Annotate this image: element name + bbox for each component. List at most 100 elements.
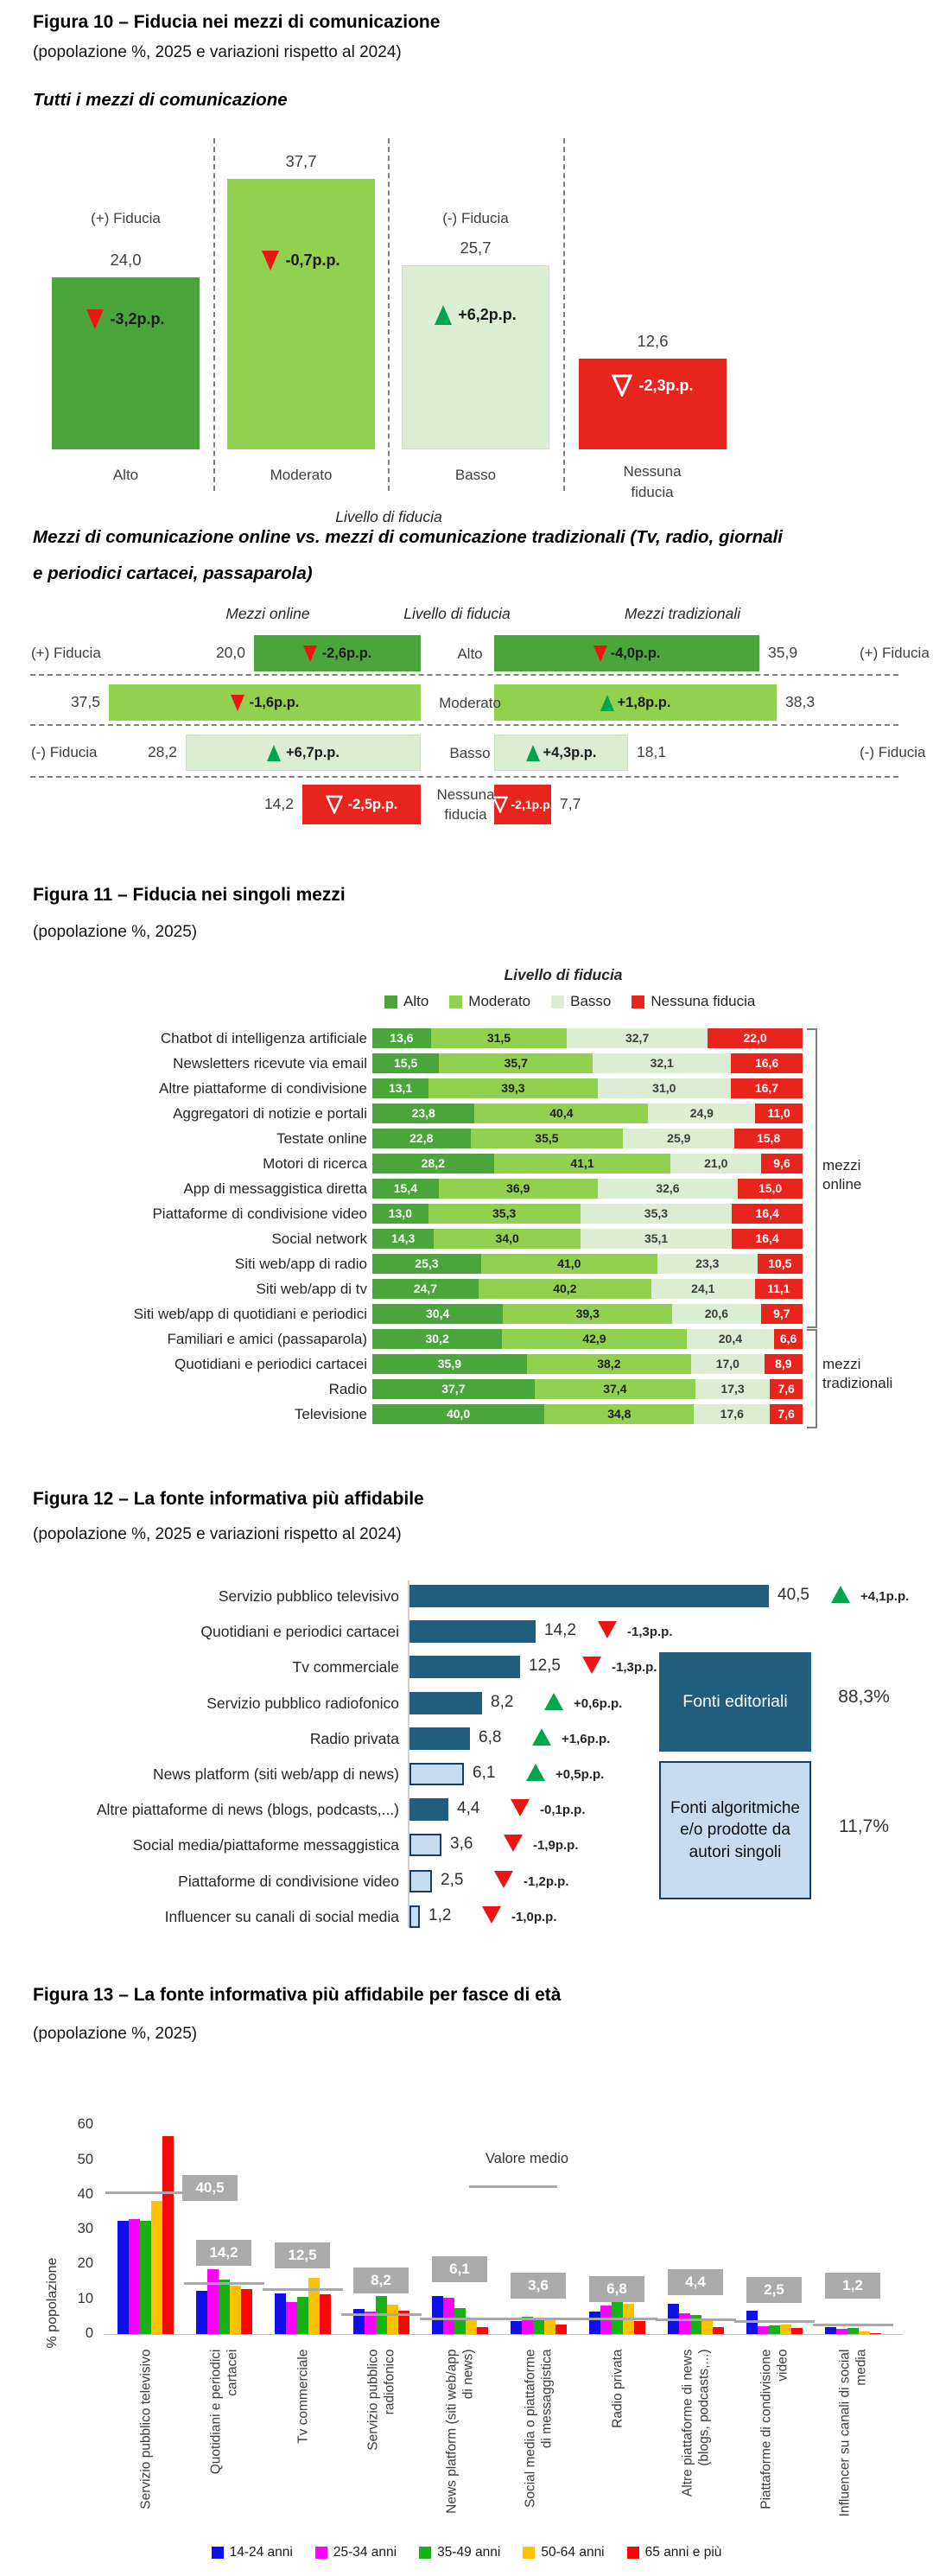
- bar-25-34 anni: [836, 2329, 847, 2334]
- row-label: Tv commerciale: [292, 1658, 400, 1676]
- segment-Nessuna fiducia: 10,5: [757, 1254, 803, 1274]
- decrease-triangle-icon: [511, 1799, 530, 1816]
- row-label: Influencer su canali di social media: [164, 1908, 399, 1925]
- stacked-bar: 35,9 38,2 17,0 8,9: [372, 1354, 803, 1374]
- bar-25-34 anni: [207, 2269, 219, 2334]
- segment-Alto: 22,8: [372, 1129, 471, 1148]
- online-media-group-label: mezzi online: [822, 1157, 862, 1193]
- bar-35-49 anni: [769, 2325, 780, 2334]
- segment-Alto: 35,9: [372, 1354, 527, 1374]
- legend-item: 65 anni e più: [626, 2545, 721, 2560]
- bar-25-34 anni: [365, 2312, 376, 2334]
- segment-Basso: 23,3: [657, 1254, 758, 1274]
- segment-Moderato: 35,5: [470, 1129, 624, 1148]
- row-label: Radio privata: [309, 1730, 399, 1747]
- change-value: +0,5p.p.: [555, 1767, 605, 1782]
- y-tick-label: 30: [77, 2221, 93, 2237]
- segment-Basso: 17,3: [695, 1379, 771, 1399]
- decrease-triangle-icon: [325, 795, 343, 814]
- change-value: -1,2p.p.: [524, 1874, 569, 1889]
- level-label: Alto: [457, 646, 483, 662]
- change-value: +1,8p.p.: [617, 694, 671, 710]
- segment-Alto: 37,7: [372, 1379, 535, 1399]
- change-value: -1,3p.p.: [612, 1660, 657, 1675]
- y-tick-label: 10: [77, 2290, 93, 2306]
- row-label: Siti web/app di radio: [234, 1256, 367, 1272]
- column-header-traditional: Mezzi tradizionali: [624, 605, 741, 622]
- segment-Moderato: 42,9: [502, 1329, 687, 1349]
- bar-value-label: 8,2: [491, 1693, 514, 1711]
- figure12-bar-chart: Servizio pubblico televisivo 40,5 +4,1p.p.…: [0, 1482, 933, 1979]
- row-label: Altre piattaforme di news (blogs, podcas…: [96, 1801, 399, 1818]
- legend-label: 35-49 anni: [437, 2545, 501, 2560]
- figure10-section2-title-line2: e periodici cartacei, passaparola): [33, 563, 313, 583]
- figure11-title: Figura 11 – Fiducia nei singoli mezzi: [33, 885, 346, 905]
- x-axis-title: Livello di fiducia: [335, 508, 442, 525]
- segment-Alto: 13,6: [372, 1028, 431, 1048]
- segment-Alto: 13,0: [372, 1204, 428, 1224]
- mean-value-box: 1,2: [825, 2273, 880, 2299]
- mean-value-box: 6,8: [589, 2276, 644, 2302]
- legend-label: Nessuna fiducia: [651, 993, 756, 1009]
- segment-Moderato: 39,3: [428, 1078, 598, 1098]
- bar-35-49 anni: [533, 2319, 544, 2334]
- editorial-sources-box: Fonti editoriali: [659, 1652, 811, 1752]
- legend-label: Moderato: [468, 993, 531, 1009]
- legend-swatch: [419, 2547, 432, 2559]
- negative-trust-label: (-) Fiducia: [860, 744, 926, 760]
- figure13-legend: 14-24 anni 25-34 anni 35-49 anni 50-64 anni…: [0, 2545, 933, 2560]
- bar-value-label: 25,7: [460, 239, 492, 257]
- traditional-bar-Nessuna fiducia: -2,1p.p.: [492, 785, 554, 824]
- column-header-online: Mezzi online: [225, 605, 310, 622]
- bar-value-label: 1,2: [428, 1906, 452, 1924]
- figure13-subtitle: (popolazione %, 2025): [33, 2025, 198, 2043]
- legend-label: 14-24 anni: [229, 2545, 293, 2560]
- decrease-triangle-icon: [494, 1871, 513, 1888]
- legend-item: 14-24 anni: [211, 2545, 293, 2560]
- bar-value-label: 6,8: [479, 1728, 502, 1746]
- stacked-bar: 15,4 36,9 32,6 15,0: [372, 1179, 803, 1199]
- y-tick-label: 20: [77, 2255, 93, 2272]
- category-label: Servizio pubblico televisivo: [108, 2350, 184, 2518]
- category-separator-dashed-line: [213, 138, 215, 491]
- mean-line: [813, 2324, 893, 2326]
- category-label-text: Altre piattaforme di news (blogs, podcas…: [680, 2349, 712, 2497]
- figure12-subtitle: (popolazione %, 2025 e variazioni rispet…: [33, 1525, 402, 1543]
- category-label: Quotidiani e periodici cartacei: [187, 2350, 263, 2518]
- online-media-bracket: [807, 1028, 817, 1328]
- category-label: Servizio pubblico radiofonico: [344, 2350, 420, 2518]
- mean-value-box: 6,1: [432, 2256, 487, 2282]
- segment-Basso: 21,0: [670, 1154, 762, 1174]
- category-label-text: Quotidiani e periodici cartacei: [208, 2349, 240, 2475]
- change-value: -4,0p.p.: [610, 645, 661, 661]
- bar-50-64 anni: [308, 2278, 320, 2334]
- segment-Basso: 24,1: [651, 1279, 755, 1299]
- stacked-bar: 28,2 41,1 21,0 9,6: [372, 1154, 803, 1174]
- segment-Alto: 24,7: [372, 1279, 479, 1299]
- negative-trust-label: (-) Fiducia: [31, 744, 98, 760]
- change-value: +0,6p.p.: [574, 1696, 623, 1711]
- segment-Moderato: 39,3: [503, 1304, 673, 1324]
- change-marker: -2,3p.p.: [579, 372, 727, 398]
- bar-25-34 anni: [522, 2317, 533, 2334]
- decrease-triangle-icon: [482, 1906, 501, 1924]
- row-separator-dashed-line: [30, 674, 898, 676]
- mean-legend-line: [469, 2185, 557, 2188]
- change-value: -2,6p.p.: [321, 645, 372, 661]
- segment-Moderato: 41,1: [493, 1154, 671, 1174]
- bar-Moderato: [227, 179, 375, 449]
- positive-trust-label: (+) Fiducia: [860, 645, 930, 661]
- category-label: Radio privata: [580, 2350, 656, 2518]
- category-label: Influencer su canali di social media: [816, 2350, 892, 2518]
- figure11-stacked-bar-chart: Chatbot di intelligenza artificiale 13,6 3…: [0, 881, 933, 1486]
- figure10-section1-title: Tutti i mezzi di comunicazione: [33, 90, 288, 110]
- bar-25-34 anni: [129, 2219, 140, 2334]
- bar-value-label: 24,0: [110, 251, 142, 269]
- bar-25-34 anni: [443, 2298, 454, 2334]
- traditional-media-group-label: mezzi tradizionali: [822, 1356, 893, 1391]
- bar-value-label: 12,5: [529, 1657, 561, 1675]
- decrease-triangle-icon: [612, 374, 633, 397]
- bar-Basso: [402, 265, 549, 449]
- row-label: News platform (siti web/app di news): [153, 1765, 399, 1783]
- segment-Basso: 24,9: [648, 1104, 756, 1123]
